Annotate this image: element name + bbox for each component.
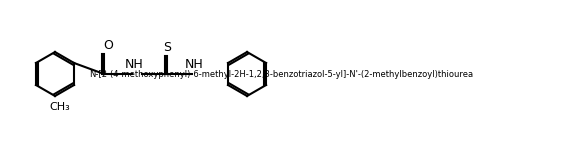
Text: CH₃: CH₃ [49,102,70,112]
Text: NH: NH [185,58,203,71]
Text: N-[2-(4-methoxyphenyl)-6-methyl-2H-1,2,3-benzotriazol-5-yl]-N'-(2-methylbenzoyl): N-[2-(4-methoxyphenyl)-6-methyl-2H-1,2,3… [89,70,473,78]
Text: S: S [163,41,171,54]
Text: NH: NH [125,58,143,71]
Text: O: O [103,39,113,52]
